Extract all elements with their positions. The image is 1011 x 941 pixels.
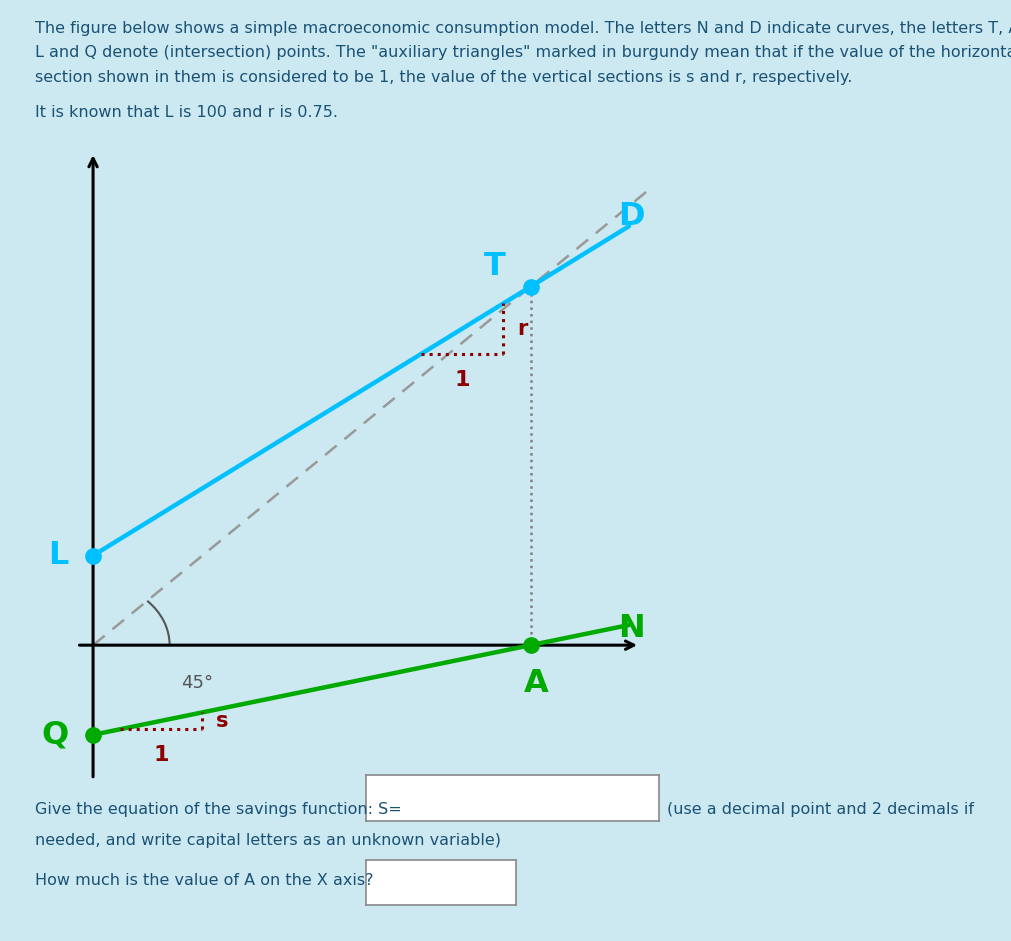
- Text: D: D: [618, 200, 645, 231]
- Text: Give the equation of the savings function: S=: Give the equation of the savings functio…: [35, 802, 402, 817]
- Text: The figure below shows a simple macroeconomic consumption model. The letters N a: The figure below shows a simple macroeco…: [35, 21, 1011, 36]
- Text: L and Q denote (intersection) points. The "auxiliary triangles" marked in burgun: L and Q denote (intersection) points. Th…: [35, 45, 1011, 60]
- Text: L: L: [49, 540, 69, 571]
- Text: (use a decimal point and 2 decimals if: (use a decimal point and 2 decimals if: [667, 802, 975, 817]
- Text: A: A: [524, 667, 548, 698]
- Text: r: r: [517, 319, 528, 339]
- Text: N: N: [618, 613, 645, 644]
- Text: 45°: 45°: [181, 675, 213, 693]
- Text: needed, and write capital letters as an unknown variable): needed, and write capital letters as an …: [35, 833, 501, 848]
- Text: 1: 1: [454, 370, 470, 390]
- Text: T: T: [484, 251, 506, 282]
- Text: s: s: [216, 710, 228, 731]
- Text: It is known that L is 100 and r is 0.75.: It is known that L is 100 and r is 0.75.: [35, 105, 339, 120]
- Text: Q: Q: [41, 719, 69, 750]
- Text: How much is the value of A on the X axis?: How much is the value of A on the X axis…: [35, 873, 374, 888]
- Text: section shown in them is considered to be 1, the value of the vertical sections : section shown in them is considered to b…: [35, 70, 852, 85]
- Text: 1: 1: [154, 745, 169, 765]
